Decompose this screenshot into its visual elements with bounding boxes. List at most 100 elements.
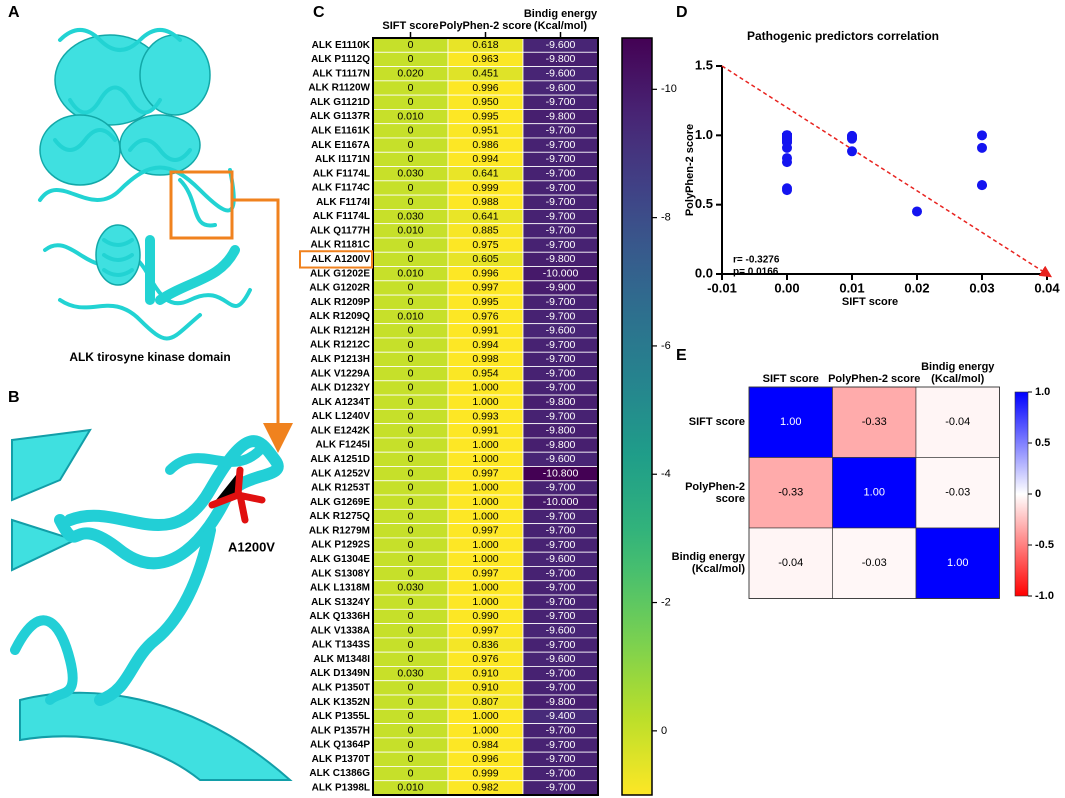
column-header-box: Bindig energy (Kcal/mol) bbox=[921, 361, 994, 385]
cell-label: 0 bbox=[408, 410, 414, 422]
cell-label: 0 bbox=[408, 710, 414, 722]
y-tick-label: 1.0 bbox=[695, 127, 713, 142]
cell-label: -9.700 bbox=[546, 567, 576, 579]
cell-label: 0 bbox=[408, 682, 414, 694]
cell-label: 1.000 bbox=[472, 710, 498, 722]
cell-label: 0.999 bbox=[472, 767, 498, 779]
cell-label: 0.997 bbox=[472, 282, 498, 294]
colorbar-tick-label: 0 bbox=[1035, 488, 1041, 500]
cell-label: -9.700 bbox=[546, 596, 576, 608]
row-label: ALK P1350T bbox=[312, 683, 370, 694]
row-highlight bbox=[299, 250, 373, 269]
cell-label: 0.997 bbox=[472, 467, 498, 479]
cell-label: 0 bbox=[408, 439, 414, 451]
cell-label: 0.994 bbox=[472, 153, 498, 165]
cell-label: 1.000 bbox=[472, 725, 498, 737]
cell-label: 0.030 bbox=[397, 667, 423, 679]
cell-label: -9.700 bbox=[546, 753, 576, 765]
cell-label: -9.800 bbox=[546, 53, 576, 65]
cell-label: 0 bbox=[408, 296, 414, 308]
row-label: ALK G1269E bbox=[310, 497, 370, 508]
row-label: ALK G1137R bbox=[310, 111, 371, 122]
column-header-box: SIFT score bbox=[382, 20, 439, 32]
row-label: ALK F1174L bbox=[313, 211, 370, 222]
cell-label: 0 bbox=[408, 153, 414, 165]
cell-label: 1.000 bbox=[472, 382, 498, 394]
cell-label: -0.33 bbox=[862, 416, 887, 428]
cell-label: 0.641 bbox=[472, 167, 498, 179]
row-label: ALK S1324Y bbox=[311, 597, 370, 608]
cell-label: 0 bbox=[408, 496, 414, 508]
cell-label: 0.954 bbox=[472, 367, 498, 379]
cell-label: 1.000 bbox=[472, 510, 498, 522]
cell-label: -9.600 bbox=[546, 653, 576, 665]
cell-label: 0.982 bbox=[472, 782, 498, 794]
cell-label: 0.451 bbox=[472, 67, 498, 79]
cell-label: 0 bbox=[408, 467, 414, 479]
cell-label: -10.800 bbox=[543, 467, 579, 479]
colorbar bbox=[1014, 391, 1029, 597]
row-label: ALK P1355L bbox=[312, 711, 370, 722]
heat-cell bbox=[915, 457, 1000, 529]
cell-label: 1.00 bbox=[780, 416, 801, 428]
heat-cell bbox=[748, 527, 833, 599]
cell-label: -9.700 bbox=[546, 96, 576, 108]
panel-label: E bbox=[676, 347, 687, 364]
cell-label: 0.995 bbox=[472, 296, 498, 308]
y-tick-label: 0.0 bbox=[695, 265, 713, 280]
colorbar-tick-label: 0.5 bbox=[1035, 437, 1050, 449]
cell-label: 0.991 bbox=[472, 325, 498, 337]
row-label: ALK P1398L bbox=[312, 782, 370, 793]
cell-label: 0.910 bbox=[472, 682, 498, 694]
column-header: Bindig energy (Kcal/mol) bbox=[523, 8, 598, 32]
colorbar-tick-label: -1.0 bbox=[1035, 590, 1054, 602]
column-header: PolyPhen-2 score bbox=[439, 20, 532, 32]
cell-label: -9.600 bbox=[546, 82, 576, 94]
cell-label: 0 bbox=[408, 196, 414, 208]
cell-label: -9.700 bbox=[546, 225, 576, 237]
cell-label: -9.800 bbox=[546, 253, 576, 265]
cell-label: 0.963 bbox=[472, 53, 498, 65]
row-label: ALK G1121D bbox=[310, 97, 370, 108]
zoom-structure bbox=[10, 428, 293, 781]
heatmap-border bbox=[748, 386, 1000, 599]
cell-label: 0.997 bbox=[472, 525, 498, 537]
row-label: ALK Q1364P bbox=[310, 740, 370, 751]
cell-label: 0 bbox=[408, 53, 414, 65]
cell-label: -9.700 bbox=[546, 296, 576, 308]
cell-label: 0 bbox=[408, 539, 414, 551]
row-label: ALK Q1177H bbox=[310, 225, 370, 236]
cell-label: 0 bbox=[408, 596, 414, 608]
x-tick-label: 0.02 bbox=[904, 280, 929, 295]
cell-label: -9.900 bbox=[546, 282, 576, 294]
cell-label: 0.996 bbox=[472, 82, 498, 94]
cell-label: -9.800 bbox=[546, 696, 576, 708]
column-header: SIFT score bbox=[382, 20, 439, 32]
row-label: ALK E1242K bbox=[311, 425, 371, 436]
cell-label: -9.700 bbox=[546, 539, 576, 551]
cell-label: 1.000 bbox=[472, 396, 498, 408]
row-label: ALK R1209Q bbox=[309, 311, 370, 322]
cell-label: 0 bbox=[408, 39, 414, 51]
panel-label: C bbox=[313, 4, 325, 21]
cell-label: 0 bbox=[408, 625, 414, 637]
cell-label: 0.885 bbox=[472, 225, 498, 237]
cell-label: 1.000 bbox=[472, 539, 498, 551]
cell-label: 0.010 bbox=[397, 267, 423, 279]
cell-label: 0 bbox=[408, 339, 414, 351]
cell-label: 0.950 bbox=[472, 96, 498, 108]
cell-label: 0.999 bbox=[472, 182, 498, 194]
cell-label: 0 bbox=[408, 453, 414, 465]
column-header-box: Bindig energy (Kcal/mol) bbox=[523, 8, 598, 32]
row-label: ALK D1349N bbox=[310, 668, 370, 679]
table-border bbox=[372, 37, 599, 796]
cell-label: 1.000 bbox=[472, 482, 498, 494]
panel-label: D bbox=[676, 4, 688, 21]
row-label: ALK E1167A bbox=[311, 140, 370, 151]
cell-label: -9.700 bbox=[546, 582, 576, 594]
colorbar-tick-label: -2 bbox=[661, 596, 671, 608]
cell-label: -9.700 bbox=[546, 182, 576, 194]
cell-label: -9.600 bbox=[546, 625, 576, 637]
colorbar-tick-label: -6 bbox=[661, 340, 671, 352]
cell-label: 1.000 bbox=[472, 496, 498, 508]
